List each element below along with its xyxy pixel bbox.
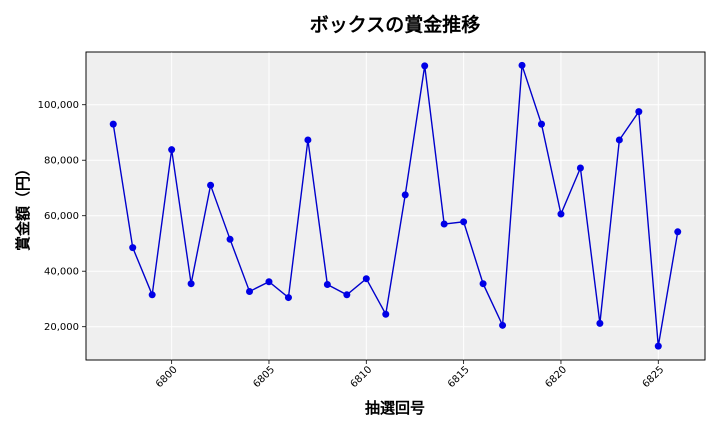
- data-point: [265, 278, 273, 286]
- data-point: [615, 136, 623, 144]
- data-point: [109, 120, 117, 128]
- data-point: [246, 287, 254, 295]
- data-point: [479, 280, 487, 288]
- y-tick-label: 40,000: [44, 267, 79, 278]
- data-point: [168, 146, 176, 154]
- data-point: [596, 319, 604, 327]
- series-line: [112, 65, 679, 347]
- x-tick-label: 6800: [154, 364, 180, 390]
- data-point: [576, 164, 584, 172]
- data-point: [401, 191, 409, 199]
- data-points: [109, 61, 682, 350]
- data-point: [304, 136, 312, 144]
- x-tick-label: 6825: [641, 364, 667, 390]
- y-tick-label: 100,000: [38, 100, 79, 111]
- y-tick-label: 60,000: [44, 211, 79, 222]
- x-tick-label: 6815: [446, 364, 472, 390]
- x-axis: 6800 6805 6810 6815 6820 6825: [154, 360, 666, 390]
- y-tick-label: 80,000: [44, 156, 79, 167]
- data-point: [499, 321, 507, 329]
- data-point: [323, 281, 331, 289]
- y-axis-label: 賞金額（円）: [14, 161, 32, 251]
- data-point: [537, 120, 545, 128]
- data-point: [148, 291, 156, 299]
- data-point: [674, 228, 682, 236]
- data-point: [343, 291, 351, 299]
- data-point: [129, 244, 137, 252]
- data-point: [382, 310, 390, 318]
- data-point: [421, 62, 429, 70]
- data-point: [226, 235, 234, 243]
- x-tick-label: 6810: [349, 364, 375, 390]
- data-point: [654, 342, 662, 350]
- data-point: [362, 275, 370, 283]
- data-point: [284, 294, 292, 302]
- x-axis-label: 抽選回号: [365, 399, 425, 417]
- x-tick-label: 6805: [251, 364, 277, 390]
- data-point: [460, 218, 468, 226]
- plot-border: [85, 51, 706, 361]
- x-tick-label: 6820: [543, 364, 569, 390]
- y-tick-label: 20,000: [44, 322, 79, 333]
- data-point: [518, 61, 526, 69]
- y-axis: 20,000 40,000 60,000 80,000 100,000: [38, 100, 86, 333]
- chart-title: ボックスの賞金推移: [310, 13, 480, 36]
- data-point: [557, 210, 565, 218]
- data-point: [635, 108, 643, 116]
- data-point: [440, 220, 448, 228]
- data-point: [187, 280, 195, 288]
- data-point: [207, 181, 215, 189]
